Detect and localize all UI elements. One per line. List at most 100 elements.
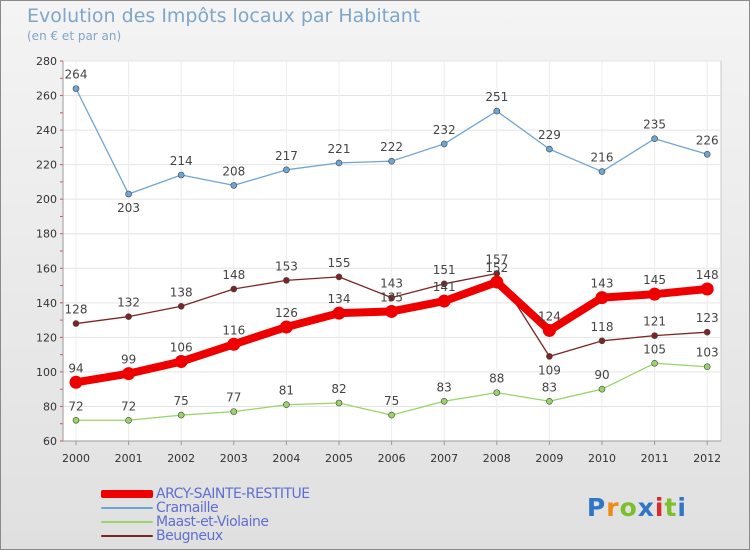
data-point — [72, 85, 80, 92]
data-label: 132 — [117, 296, 140, 310]
data-point — [177, 302, 185, 310]
data-label: 109 — [538, 363, 561, 377]
data-label: 143 — [380, 277, 403, 291]
data-label: 121 — [643, 315, 666, 329]
data-point — [546, 145, 553, 153]
legend-label: Beugneux — [156, 528, 223, 544]
x-tick-label: 2002 — [167, 452, 195, 465]
logo-letter: P — [586, 493, 607, 522]
data-point — [335, 159, 343, 167]
legend-swatch — [101, 507, 153, 509]
data-point — [490, 275, 504, 289]
logo-letter: o — [619, 493, 638, 522]
data-point — [177, 171, 185, 179]
data-point — [174, 355, 188, 369]
y-tick-label: 120 — [36, 331, 57, 344]
data-label: 72 — [68, 399, 83, 413]
data-label: 99 — [121, 353, 136, 367]
data-point — [598, 337, 606, 345]
data-point — [283, 166, 290, 174]
legend-swatch — [101, 490, 153, 498]
data-point — [279, 320, 293, 334]
data-label: 106 — [170, 341, 193, 355]
data-label: 83 — [542, 380, 557, 394]
data-point — [651, 332, 658, 339]
data-label: 128 — [65, 303, 88, 317]
data-label: 72 — [121, 399, 136, 413]
data-label: 134 — [328, 292, 351, 306]
data-label: 145 — [643, 273, 666, 287]
legend-label: Cramaille — [156, 500, 219, 516]
data-label: 141 — [433, 280, 456, 294]
data-label: 75 — [384, 394, 399, 408]
data-label: 232 — [433, 123, 456, 137]
data-label: 235 — [643, 118, 666, 132]
data-label: 126 — [275, 306, 298, 320]
logo-letter: x — [637, 493, 655, 522]
y-tick-label: 140 — [36, 297, 57, 310]
data-label: 148 — [696, 268, 719, 282]
chart-title: Evolution des Impôts locaux par Habitant — [27, 5, 421, 27]
data-point — [283, 277, 290, 284]
x-tick-label: 2009 — [535, 452, 563, 465]
x-tick-label: 2005 — [325, 452, 353, 465]
data-label: 83 — [437, 380, 452, 394]
proxiti-logo: Proxiti — [587, 493, 687, 522]
data-label: 216 — [591, 151, 614, 165]
data-label: 90 — [594, 368, 609, 382]
data-point — [493, 107, 501, 115]
data-point — [703, 363, 711, 371]
data-point — [335, 399, 343, 407]
y-tick-label: 280 — [36, 55, 57, 68]
data-label: 157 — [485, 252, 508, 266]
data-point — [440, 280, 448, 288]
data-point — [122, 367, 136, 381]
x-tick-label: 2006 — [378, 452, 406, 465]
data-point — [546, 397, 553, 405]
data-point — [125, 416, 132, 424]
logo-letter: i — [677, 493, 687, 522]
data-label: 94 — [68, 361, 83, 375]
x-tick-label: 2004 — [272, 452, 300, 465]
x-tick-label: 2001 — [115, 452, 143, 465]
y-tick-label: 200 — [36, 193, 57, 206]
data-point — [651, 359, 658, 367]
data-label: 135 — [380, 290, 403, 304]
data-point — [437, 294, 451, 308]
data-point — [125, 190, 132, 198]
data-label: 88 — [489, 372, 504, 386]
data-point — [385, 304, 399, 318]
data-point — [598, 385, 606, 393]
data-point — [72, 416, 80, 424]
data-point — [230, 408, 238, 415]
data-label: 229 — [538, 128, 561, 142]
data-point — [388, 411, 395, 419]
data-point — [595, 291, 609, 305]
legend-swatch — [101, 535, 153, 537]
data-label: 152 — [485, 261, 508, 275]
data-point — [332, 306, 346, 320]
data-label: 222 — [380, 140, 403, 154]
data-point — [546, 353, 553, 360]
logo-letter: r — [606, 493, 620, 522]
legend-label: ARCY-SAINTE-RESTITUE — [156, 486, 310, 502]
data-point — [493, 389, 501, 396]
data-point — [230, 182, 238, 189]
data-label: 124 — [538, 309, 561, 323]
data-label: 82 — [331, 382, 346, 396]
data-label: 221 — [328, 142, 351, 156]
data-label: 105 — [643, 342, 666, 356]
x-tick-label: 2003 — [220, 452, 248, 465]
data-label: 153 — [275, 259, 298, 273]
x-tick-label: 2010 — [588, 452, 616, 465]
x-tick-label: 2012 — [693, 452, 721, 465]
x-tick-label: 2008 — [483, 452, 511, 465]
x-tick-label: 2000 — [62, 452, 90, 465]
data-point — [440, 397, 448, 405]
data-label: 148 — [222, 268, 245, 282]
data-label: 214 — [170, 154, 193, 168]
data-point — [598, 168, 606, 175]
data-label: 151 — [433, 263, 456, 277]
